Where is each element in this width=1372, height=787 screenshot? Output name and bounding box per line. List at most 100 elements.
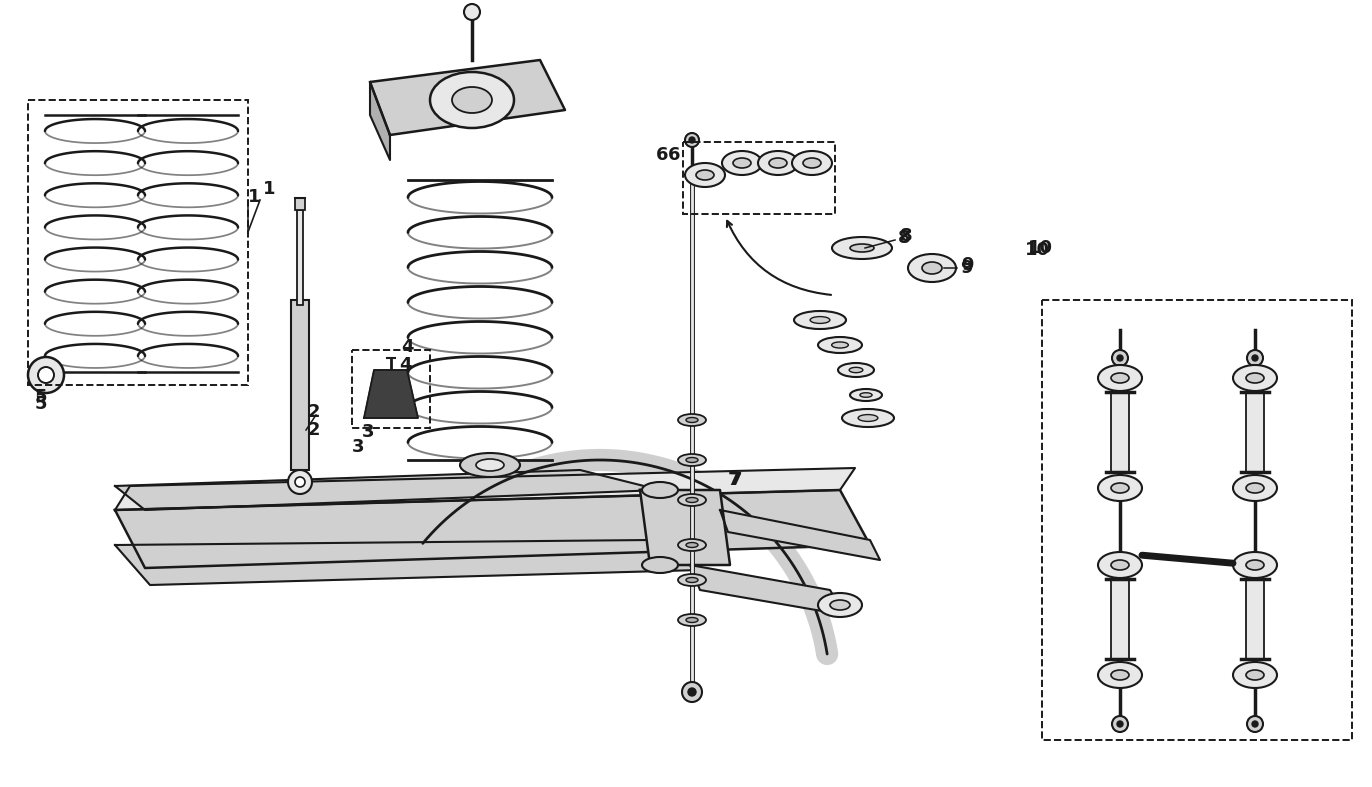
Ellipse shape: [686, 578, 698, 582]
Ellipse shape: [818, 593, 862, 617]
Polygon shape: [370, 82, 390, 160]
Polygon shape: [115, 470, 660, 510]
Text: 7: 7: [729, 471, 741, 489]
Ellipse shape: [794, 311, 847, 329]
Bar: [27, 100, 248, 385]
Ellipse shape: [686, 618, 698, 623]
Circle shape: [1117, 721, 1124, 727]
Ellipse shape: [830, 600, 851, 610]
Ellipse shape: [1098, 365, 1142, 391]
Bar: [1111, 579, 1129, 659]
Ellipse shape: [809, 316, 830, 323]
Ellipse shape: [1111, 373, 1129, 383]
Ellipse shape: [1098, 475, 1142, 501]
Circle shape: [1253, 721, 1258, 727]
Polygon shape: [115, 468, 855, 510]
Circle shape: [27, 357, 64, 393]
Ellipse shape: [1233, 475, 1277, 501]
Ellipse shape: [1233, 552, 1277, 578]
Ellipse shape: [851, 244, 874, 252]
Circle shape: [689, 137, 696, 143]
Circle shape: [295, 477, 305, 487]
Bar: [683, 142, 836, 214]
Ellipse shape: [1246, 670, 1264, 680]
Ellipse shape: [678, 539, 707, 551]
Ellipse shape: [476, 459, 504, 471]
Ellipse shape: [1111, 670, 1129, 680]
Bar: [1246, 392, 1264, 472]
Text: 3: 3: [353, 438, 365, 456]
Polygon shape: [720, 510, 879, 560]
Circle shape: [682, 682, 702, 702]
Ellipse shape: [451, 87, 493, 113]
Ellipse shape: [678, 574, 707, 586]
Ellipse shape: [792, 151, 831, 175]
Ellipse shape: [1098, 662, 1142, 688]
Polygon shape: [115, 490, 870, 568]
Ellipse shape: [757, 151, 799, 175]
Circle shape: [687, 688, 696, 696]
Text: 9: 9: [960, 259, 973, 277]
Circle shape: [1247, 716, 1264, 732]
Ellipse shape: [908, 254, 956, 282]
Text: 6: 6: [656, 146, 668, 164]
Text: 9: 9: [960, 256, 974, 274]
Text: 4: 4: [401, 338, 413, 356]
Text: 7: 7: [730, 471, 742, 489]
Bar: [1041, 300, 1351, 740]
Ellipse shape: [678, 494, 707, 506]
Bar: [1246, 579, 1264, 659]
Ellipse shape: [1098, 552, 1142, 578]
Ellipse shape: [685, 163, 724, 187]
Text: 1: 1: [263, 180, 276, 198]
Ellipse shape: [733, 158, 750, 168]
Ellipse shape: [1111, 483, 1129, 493]
Ellipse shape: [722, 151, 761, 175]
Polygon shape: [364, 370, 418, 418]
Ellipse shape: [686, 542, 698, 548]
Ellipse shape: [818, 337, 862, 353]
Ellipse shape: [858, 415, 878, 421]
Ellipse shape: [642, 557, 678, 573]
Circle shape: [1111, 716, 1128, 732]
Ellipse shape: [1111, 560, 1129, 570]
Ellipse shape: [831, 342, 848, 348]
Ellipse shape: [1246, 373, 1264, 383]
Ellipse shape: [686, 417, 698, 423]
Ellipse shape: [922, 262, 943, 274]
Text: 2: 2: [307, 403, 321, 421]
Polygon shape: [639, 490, 730, 565]
Text: 2: 2: [307, 421, 321, 439]
Bar: [1111, 392, 1129, 472]
Circle shape: [1117, 355, 1124, 361]
Circle shape: [38, 367, 54, 383]
Text: 10: 10: [1025, 241, 1050, 259]
Text: 3: 3: [362, 423, 375, 441]
Text: 1: 1: [248, 188, 261, 206]
Text: 8: 8: [899, 229, 911, 247]
Ellipse shape: [686, 497, 698, 503]
Text: 5: 5: [36, 395, 48, 413]
Ellipse shape: [851, 389, 882, 401]
Ellipse shape: [1233, 662, 1277, 688]
Ellipse shape: [803, 158, 820, 168]
Circle shape: [1111, 350, 1128, 366]
Ellipse shape: [678, 414, 707, 426]
Text: 4: 4: [399, 356, 412, 374]
Circle shape: [685, 133, 698, 147]
Circle shape: [464, 4, 480, 20]
Polygon shape: [690, 565, 845, 615]
Ellipse shape: [1246, 483, 1264, 493]
Bar: [291, 300, 309, 470]
Bar: [295, 198, 305, 210]
Text: 10: 10: [1028, 239, 1052, 257]
Polygon shape: [115, 540, 700, 585]
Ellipse shape: [1246, 560, 1264, 570]
Bar: [296, 210, 303, 305]
Text: 5: 5: [36, 388, 48, 406]
Ellipse shape: [696, 170, 713, 180]
Circle shape: [1247, 350, 1264, 366]
Ellipse shape: [642, 482, 678, 498]
Ellipse shape: [842, 409, 895, 427]
Ellipse shape: [686, 457, 698, 463]
